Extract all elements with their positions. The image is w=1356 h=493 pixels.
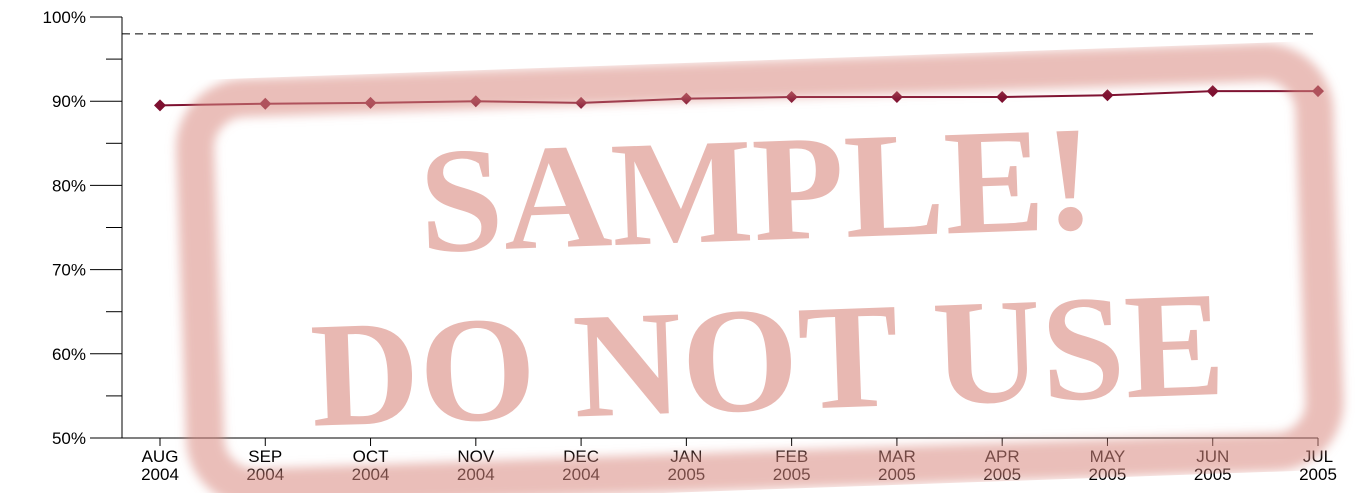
chart: 50%60%70%80%90%100%AUG2004SEP2004OCT2004… [0,0,1356,493]
x-tick-label: 2004 [141,465,179,484]
x-tick-label: SEP [248,447,282,466]
x-tick-label: AUG [142,447,179,466]
y-tick-label: 50% [52,429,86,448]
watermark-text: DO NOT USE [308,261,1227,459]
watermark-text: SAMPLE! [417,95,1097,284]
marker [1207,85,1219,97]
watermark: SAMPLE! DO NOT USE [193,61,1326,490]
y-tick-label: 60% [52,345,86,364]
x-tick-label: 2005 [1299,465,1337,484]
y-tick-label: 90% [52,92,86,111]
y-tick-label: 80% [52,176,86,195]
y-tick-label: 70% [52,261,86,280]
marker [154,99,166,111]
marker [1101,89,1113,101]
y-tick-label: 100% [43,8,86,27]
